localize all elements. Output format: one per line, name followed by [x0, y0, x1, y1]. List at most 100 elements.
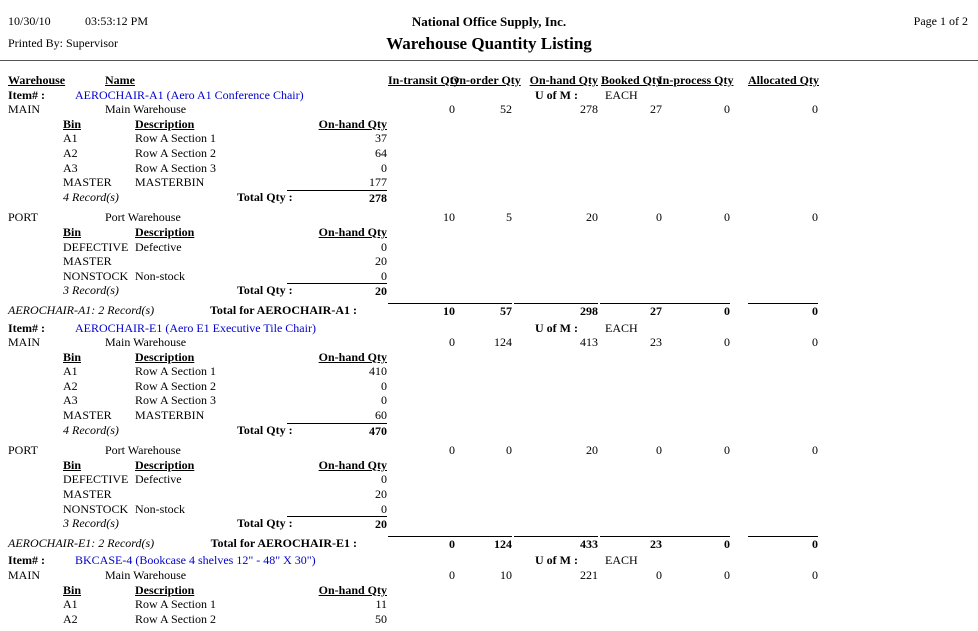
- warehouse-qty-cell: 0: [812, 568, 818, 582]
- bin-row: A3 Row A Section 3 0: [0, 393, 978, 408]
- item-number-label: Item# :: [8, 320, 45, 335]
- item-summary-qty-cell: 10: [388, 302, 455, 319]
- column-header-on-hand: On-hand Qty: [529, 73, 598, 87]
- description-column-header: Description: [135, 116, 195, 131]
- warehouse-code: MAIN: [8, 335, 40, 350]
- bin-row: NONSTOCK Non-stock 0: [0, 502, 978, 517]
- onhand-column-header: On-hand Qty: [318, 349, 387, 364]
- column-header-warehouse: Warehouse: [8, 73, 66, 87]
- item-header-row: Item# : AEROCHAIR-A1 (Aero A1 Conference …: [0, 88, 978, 103]
- bin-row: DEFECTIVE Defective 0: [0, 472, 978, 487]
- bin-qty: 0: [381, 501, 387, 516]
- bin-qty: 0: [381, 378, 387, 393]
- item-link[interactable]: AEROCHAIR-A1 (Aero A1 Conference Chair): [75, 87, 304, 102]
- bin-qty: 0: [381, 268, 387, 283]
- bin-qty: 60: [375, 408, 387, 423]
- bin-code: A1: [63, 364, 78, 379]
- warehouse-name: Port Warehouse: [105, 210, 181, 225]
- warehouse-qty-cell: 20: [586, 210, 598, 225]
- bin-row: A2 Row A Section 2 50: [0, 612, 978, 627]
- bin-row: A2 Row A Section 2 64: [0, 146, 978, 161]
- warehouse-qty-cell: 0: [449, 443, 455, 458]
- warehouse-qty-cell: 221: [580, 568, 598, 582]
- records-count: 4 Record(s): [63, 189, 119, 204]
- warehouse-name: Port Warehouse: [105, 443, 181, 458]
- warehouse-qty-cell: 0: [449, 335, 455, 350]
- warehouse-code: PORT: [8, 210, 38, 225]
- warehouse-qty-cell: 23: [650, 335, 662, 350]
- bin-code: DEFECTIVE: [63, 239, 129, 254]
- warehouse-qty-cell: 0: [724, 568, 730, 582]
- bin-code: MASTER: [63, 487, 112, 502]
- bin-header-row: Bin Description On-hand Qty: [0, 350, 978, 365]
- bin-code: MASTER: [63, 175, 112, 190]
- onhand-column-header-cell: On-hand Qty: [287, 225, 387, 240]
- item-summary-qty-cell: 0: [658, 535, 730, 552]
- uofm-label: U of M :: [535, 320, 578, 335]
- bin-row: DEFECTIVE Defective 0: [0, 240, 978, 255]
- item-summary-qty-cell: 0: [388, 535, 455, 552]
- description-column-header: Description: [135, 224, 195, 239]
- bin-description: Defective: [135, 472, 182, 487]
- company-name: National Office Supply, Inc.: [411, 14, 567, 29]
- warehouse-qty-cell: 124: [494, 335, 512, 350]
- bin-description: Row A Section 3: [135, 393, 217, 408]
- item-summary-qty-cell: 27: [600, 302, 662, 319]
- warehouse-qty-cell: 52: [500, 102, 512, 117]
- bin-description: Row A Section 2: [135, 378, 217, 393]
- warehouse-total-row: 3 Record(s) Total Qty :20: [0, 516, 978, 531]
- item-summary-qty-cell: 433: [514, 535, 598, 552]
- bin-description: MASTERBIN: [135, 408, 205, 423]
- bin-code: MASTER: [63, 408, 112, 423]
- bin-code: A1: [63, 597, 78, 612]
- warehouse-qty-cell: 0: [812, 335, 818, 350]
- bin-code: A3: [63, 160, 78, 175]
- bin-qty: 0: [381, 393, 387, 408]
- bin-row: A2 Row A Section 2 0: [0, 379, 978, 394]
- bin-qty: 177: [369, 175, 387, 190]
- item-summary-label: Total for AEROCHAIR-A1 :: [209, 302, 357, 317]
- bin-qty: 20: [375, 487, 387, 502]
- item-summary-row: AEROCHAIR-E1: 2 Record(s) Total for AEROC…: [0, 535, 978, 552]
- bin-header-row: Bin Description On-hand Qty: [0, 583, 978, 598]
- bin-column-header: Bin: [63, 349, 82, 364]
- warehouse-qty-cell: 0: [506, 443, 512, 458]
- column-header-in-transit: In-transit Qty: [388, 73, 460, 87]
- item-link[interactable]: AEROCHAIR-E1 (Aero E1 Executive Tile Cha…: [75, 320, 316, 335]
- warehouse-name: Main Warehouse: [105, 568, 187, 582]
- warehouse-row: MAIN Main Warehouse 0 52 278 27 0 0: [0, 102, 978, 117]
- warehouse-qty-cell: 0: [724, 210, 730, 225]
- bin-row: MASTER 20: [0, 487, 978, 502]
- total-qty-value: 20: [287, 283, 387, 299]
- onhand-column-header: On-hand Qty: [318, 116, 387, 131]
- bin-code: NONSTOCK: [63, 268, 129, 283]
- warehouse-name: Main Warehouse: [105, 335, 187, 350]
- item-summary-qty-cell: 23: [600, 535, 662, 552]
- bin-header-row: Bin Description On-hand Qty: [0, 225, 978, 240]
- bin-row: A3 Row A Section 3 0: [0, 161, 978, 176]
- uofm-value: EACH: [605, 320, 638, 335]
- warehouse-qty-cell: 0: [656, 210, 662, 225]
- warehouse-qty-cell: 0: [724, 335, 730, 350]
- bin-row: A1 Row A Section 1 11: [0, 597, 978, 612]
- bin-row: MASTER MASTERBIN 60: [0, 408, 978, 423]
- header-rule: [0, 60, 978, 61]
- warehouse-total-row: 3 Record(s) Total Qty :20: [0, 283, 978, 298]
- item-summary-qty-cell: 57: [450, 302, 512, 319]
- column-header-booked: Booked Qty: [600, 73, 662, 87]
- bin-qty: 64: [375, 145, 387, 160]
- uofm-value: EACH: [605, 553, 638, 568]
- item-link[interactable]: BKCASE-4 (Bookcase 4 shelves 12" - 48" X…: [75, 553, 316, 568]
- description-column-header: Description: [135, 582, 195, 597]
- warehouse-total-row: 4 Record(s) Total Qty :470: [0, 422, 978, 438]
- bin-qty: 0: [381, 239, 387, 254]
- bin-header-row: Bin Description On-hand Qty: [0, 117, 978, 132]
- warehouse-qty-cell: 413: [580, 335, 598, 350]
- bin-qty: 0: [381, 472, 387, 487]
- item-header-row: Item# : AEROCHAIR-E1 (Aero E1 Executive T…: [0, 321, 978, 336]
- bin-column-header: Bin: [63, 457, 82, 472]
- warehouse-qty-cell: 278: [580, 102, 598, 117]
- warehouse-qty-cell: 0: [449, 102, 455, 117]
- total-qty-label: Total Qty :: [237, 516, 293, 531]
